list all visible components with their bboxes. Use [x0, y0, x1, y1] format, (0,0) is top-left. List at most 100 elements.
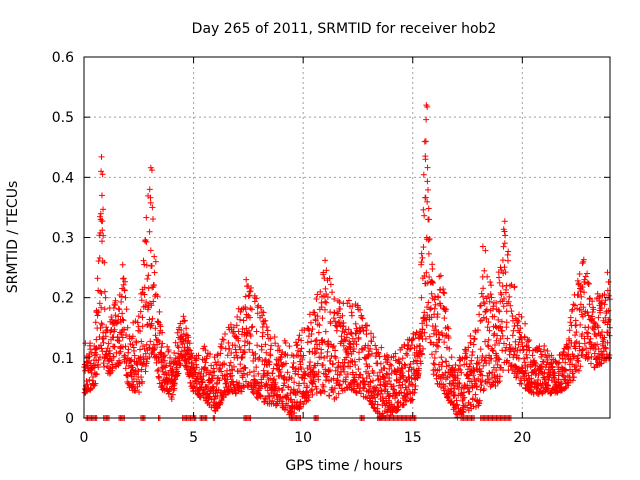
data-point: [147, 338, 154, 345]
data-point: [239, 374, 246, 381]
data-point: [95, 356, 102, 363]
data-point: [501, 240, 508, 247]
data-point: [120, 275, 127, 282]
data-point: [324, 348, 331, 355]
data-point: [99, 335, 106, 342]
data-point: [259, 329, 266, 336]
data-point: [229, 367, 236, 374]
data-point: [105, 340, 112, 347]
data-point: [265, 358, 272, 365]
data-point: [253, 364, 260, 371]
data-point: [336, 299, 343, 306]
data-point: [421, 309, 428, 316]
data-point: [247, 332, 254, 339]
data-point: [322, 328, 329, 335]
data-point: [144, 275, 151, 282]
data-point: [222, 331, 229, 338]
data-point: [130, 366, 137, 373]
data-point: [308, 338, 315, 345]
data-point: [114, 334, 121, 341]
data-point: [148, 302, 155, 309]
data-point: [205, 384, 212, 391]
data-point: [249, 388, 256, 395]
data-point: [124, 372, 131, 379]
data-point: [254, 304, 261, 311]
data-point: [272, 384, 279, 391]
data-point: [261, 395, 268, 402]
data-point: [137, 308, 144, 315]
data-point: [119, 344, 126, 351]
data-point: [145, 272, 152, 279]
data-point: [240, 317, 247, 324]
data-point: [218, 344, 225, 351]
data-point: [262, 317, 269, 324]
data-point: [417, 342, 424, 349]
data-point: [186, 340, 193, 347]
data-point: [122, 343, 129, 350]
data-point: [167, 354, 174, 361]
data-point: [134, 383, 141, 390]
data-point: [175, 350, 182, 357]
data-point: [116, 338, 123, 345]
data-point: [234, 313, 241, 320]
data-point: [424, 178, 431, 185]
data-point: [185, 334, 192, 341]
data-point: [246, 288, 253, 295]
data-point: [207, 393, 214, 400]
data-point: [251, 298, 258, 305]
data-point: [243, 276, 250, 283]
data-point: [313, 295, 320, 302]
data-point: [134, 319, 141, 326]
data-point: [189, 383, 196, 390]
data-point: [420, 244, 427, 251]
data-point: [101, 363, 108, 370]
data-point: [421, 212, 428, 219]
data-point: [124, 324, 131, 331]
data-point: [143, 299, 150, 306]
data-point: [155, 366, 162, 373]
data-point: [254, 342, 261, 349]
data-point: [141, 261, 148, 268]
data-point: [224, 352, 231, 359]
data-point: [107, 350, 114, 357]
data-point: [159, 340, 166, 347]
data-point: [141, 345, 148, 352]
data-point: [151, 253, 158, 260]
data-point: [146, 228, 153, 235]
data-point: [240, 370, 247, 377]
x-axis-title: GPS time / hours: [285, 458, 402, 474]
data-point: [251, 368, 258, 375]
data-point: [193, 361, 200, 368]
data-point: [430, 360, 437, 367]
data-point: [409, 336, 416, 343]
data-point: [315, 329, 322, 336]
data-point: [125, 346, 132, 353]
data-point: [183, 325, 190, 332]
data-point: [115, 305, 122, 312]
data-point: [100, 329, 107, 336]
data-point: [227, 382, 234, 389]
chart-title: Day 265 of 2011, SRMTID for receiver hob…: [192, 21, 497, 37]
data-point: [425, 250, 432, 257]
data-point: [175, 344, 182, 351]
data-point: [116, 350, 123, 357]
data-point: [168, 396, 175, 403]
data-point: [360, 328, 367, 335]
data-point: [161, 352, 168, 359]
data-point: [136, 355, 143, 362]
data-point: [97, 213, 104, 220]
data-point: [256, 382, 263, 389]
data-point: [238, 388, 245, 395]
data-point: [154, 367, 161, 374]
data-point: [267, 346, 274, 353]
data-point: [131, 347, 138, 354]
data-point: [202, 347, 209, 354]
data-point: [431, 305, 438, 312]
data-point: [99, 171, 106, 178]
data-point: [233, 349, 240, 356]
data-point: [209, 383, 216, 390]
data-point: [257, 393, 264, 400]
data-point: [135, 313, 142, 320]
data-point: [96, 300, 103, 307]
data-point: [98, 168, 105, 175]
